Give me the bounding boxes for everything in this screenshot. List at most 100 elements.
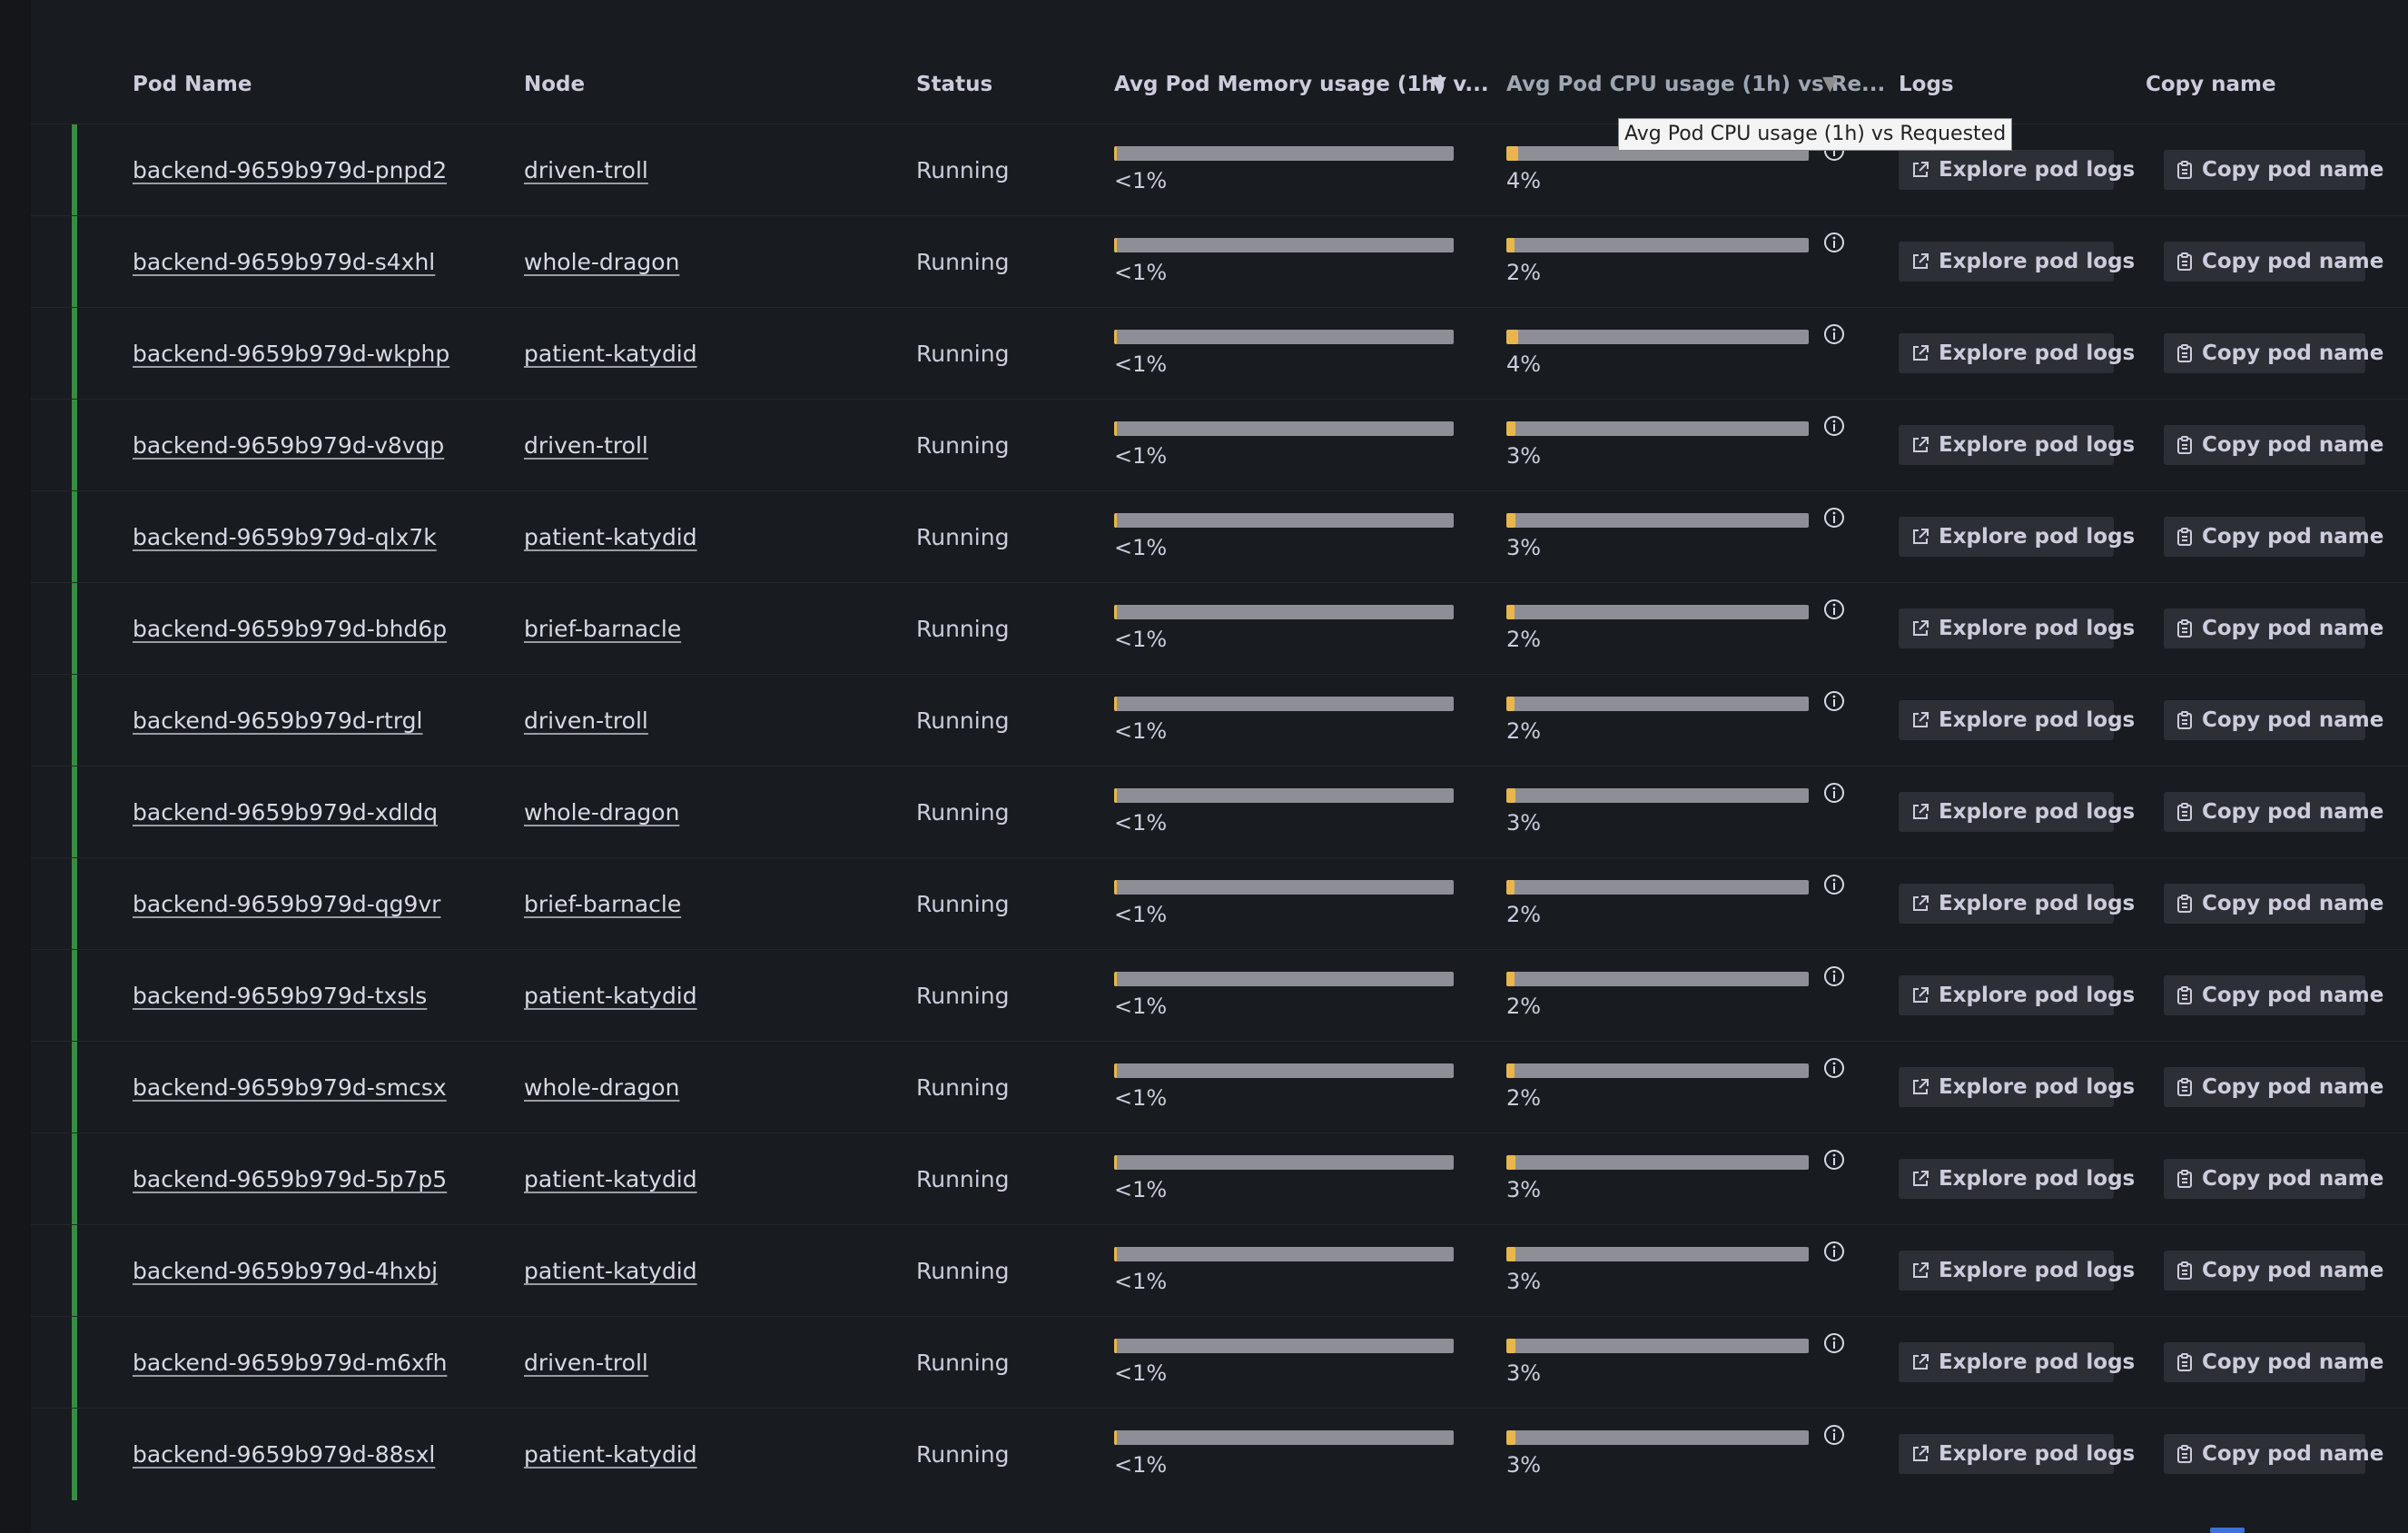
info-circle-icon[interactable] xyxy=(1823,415,1845,437)
row-status-accent xyxy=(72,675,77,766)
info-circle-icon[interactable] xyxy=(1823,782,1845,804)
copy-pod-name-button[interactable]: Copy pod name xyxy=(2164,884,2383,924)
column-header-logs[interactable]: Logs xyxy=(1899,73,1954,96)
copy-pod-name-button[interactable]: Copy pod name xyxy=(2164,1159,2383,1199)
memory-usage-value: <1% xyxy=(1114,1269,1168,1294)
copy-pod-name-button[interactable]: Copy pod name xyxy=(2164,1342,2383,1382)
column-header-copy-name[interactable]: Copy name xyxy=(2146,73,2276,96)
pod-name-link[interactable]: backend-9659b979d-v8vqp xyxy=(133,432,445,459)
memory-usage-fill xyxy=(1114,421,1117,436)
copy-pod-name-button[interactable]: Copy pod name xyxy=(2164,1434,2383,1474)
explore-pod-logs-button[interactable]: Explore pod logs xyxy=(1899,1342,2135,1382)
info-circle-icon[interactable] xyxy=(1823,323,1845,345)
explore-pod-logs-button[interactable]: Explore pod logs xyxy=(1899,884,2135,924)
copy-pod-name-button[interactable]: Copy pod name xyxy=(2164,425,2383,465)
side-strip xyxy=(0,0,31,1533)
pod-status: Running xyxy=(916,524,1010,550)
column-header-pod-name[interactable]: Pod Name xyxy=(133,73,252,96)
row-status-accent xyxy=(72,1042,77,1133)
memory-usage-value: <1% xyxy=(1114,627,1168,652)
explore-pod-logs-button[interactable]: Explore pod logs xyxy=(1899,425,2135,465)
pod-status: Running xyxy=(916,1441,1010,1468)
cpu-usage-bar xyxy=(1506,605,1809,619)
node-link[interactable]: whole-dragon xyxy=(524,1074,680,1101)
explore-pod-logs-button[interactable]: Explore pod logs xyxy=(1899,792,2135,832)
copy-pod-name-button[interactable]: Copy pod name xyxy=(2164,792,2383,832)
explore-pod-logs-button[interactable]: Explore pod logs xyxy=(1899,700,2135,740)
pod-name-link[interactable]: backend-9659b979d-qg9vr xyxy=(133,891,441,917)
explore-pod-logs-button[interactable]: Explore pod logs xyxy=(1899,975,2135,1015)
explore-pod-logs-button[interactable]: Explore pod logs xyxy=(1899,333,2135,373)
row-status-accent xyxy=(72,491,77,583)
column-header-status[interactable]: Status xyxy=(916,73,993,96)
pod-name-link[interactable]: backend-9659b979d-xdldq xyxy=(133,799,439,826)
explore-pod-logs-button[interactable]: Explore pod logs xyxy=(1899,1251,2135,1291)
column-header-memory[interactable]: Avg Pod Memory usage (1h) v... xyxy=(1114,73,1489,96)
info-circle-icon[interactable] xyxy=(1823,598,1845,620)
explore-pod-logs-button[interactable]: Explore pod logs xyxy=(1899,242,2135,282)
info-circle-icon[interactable] xyxy=(1823,232,1845,253)
info-circle-icon[interactable] xyxy=(1823,1057,1845,1079)
external-link-icon xyxy=(1911,344,1939,362)
node-link[interactable]: brief-barnacle xyxy=(524,891,682,917)
node-link[interactable]: patient-katydid xyxy=(524,524,697,550)
column-header-cpu[interactable]: Avg Pod CPU usage (1h) vs Re... xyxy=(1506,73,1886,96)
node-link[interactable]: driven-troll xyxy=(524,1350,648,1376)
info-circle-icon[interactable] xyxy=(1823,507,1845,529)
pod-name-link[interactable]: backend-9659b979d-qlx7k xyxy=(133,524,437,550)
copy-pod-name-button[interactable]: Copy pod name xyxy=(2164,517,2383,557)
node-link[interactable]: brief-barnacle xyxy=(524,616,682,642)
node-link[interactable]: patient-katydid xyxy=(524,1166,697,1192)
explore-pod-logs-button[interactable]: Explore pod logs xyxy=(1899,1434,2135,1474)
memory-usage-value: <1% xyxy=(1114,1360,1168,1386)
copy-pod-name-label: Copy pod name xyxy=(2202,708,2384,732)
explore-pod-logs-button[interactable]: Explore pod logs xyxy=(1899,150,2135,190)
info-circle-icon[interactable] xyxy=(1823,965,1845,987)
node-link[interactable]: patient-katydid xyxy=(524,983,697,1009)
pod-name-link[interactable]: backend-9659b979d-m6xfh xyxy=(133,1350,448,1376)
node-link[interactable]: patient-katydid xyxy=(524,1441,697,1468)
copy-pod-name-button[interactable]: Copy pod name xyxy=(2164,1067,2383,1107)
node-link[interactable]: driven-troll xyxy=(524,432,648,459)
pod-name-link[interactable]: backend-9659b979d-pnpd2 xyxy=(133,157,448,183)
explore-pod-logs-button[interactable]: Explore pod logs xyxy=(1899,608,2135,648)
pod-name-link[interactable]: backend-9659b979d-bhd6p xyxy=(133,616,448,642)
pod-name-link[interactable]: backend-9659b979d-4hxbj xyxy=(133,1258,439,1284)
pod-name-link[interactable]: backend-9659b979d-smcsx xyxy=(133,1074,447,1101)
node-link[interactable]: driven-troll xyxy=(524,707,648,734)
copy-pod-name-label: Copy pod name xyxy=(2202,984,2384,1007)
copy-pod-name-button[interactable]: Copy pod name xyxy=(2164,700,2383,740)
info-circle-icon[interactable] xyxy=(1823,690,1845,712)
pod-status: Running xyxy=(916,157,1010,183)
explore-pod-logs-button[interactable]: Explore pod logs xyxy=(1899,517,2135,557)
pagination-indicator[interactable] xyxy=(2210,1528,2245,1533)
node-link[interactable]: patient-katydid xyxy=(524,341,697,367)
pod-name-link[interactable]: backend-9659b979d-5p7p5 xyxy=(133,1166,448,1192)
copy-pod-name-button[interactable]: Copy pod name xyxy=(2164,333,2383,373)
node-link[interactable]: patient-katydid xyxy=(524,1258,697,1284)
sort-desc-icon[interactable]: ▼ xyxy=(1822,73,1838,95)
sort-desc-icon[interactable]: ▼ xyxy=(1431,73,1446,95)
info-circle-icon[interactable] xyxy=(1823,1241,1845,1262)
column-header-node[interactable]: Node xyxy=(524,73,586,96)
node-link[interactable]: driven-troll xyxy=(524,157,648,183)
info-circle-icon[interactable] xyxy=(1823,874,1845,895)
info-circle-icon[interactable] xyxy=(1823,1424,1845,1446)
node-link[interactable]: whole-dragon xyxy=(524,799,680,826)
pod-name-link[interactable]: backend-9659b979d-rtrgl xyxy=(133,707,423,734)
copy-pod-name-button[interactable]: Copy pod name xyxy=(2164,1251,2383,1291)
copy-pod-name-button[interactable]: Copy pod name xyxy=(2164,608,2383,648)
copy-pod-name-button[interactable]: Copy pod name xyxy=(2164,242,2383,282)
info-circle-icon[interactable] xyxy=(1823,1332,1845,1354)
explore-pod-logs-button[interactable]: Explore pod logs xyxy=(1899,1067,2135,1107)
explore-pod-logs-button[interactable]: Explore pod logs xyxy=(1899,1159,2135,1199)
pod-name-link[interactable]: backend-9659b979d-s4xhl xyxy=(133,249,436,275)
copy-pod-name-button[interactable]: Copy pod name xyxy=(2164,975,2383,1015)
pod-name-link[interactable]: backend-9659b979d-88sxl xyxy=(133,1441,436,1468)
pod-name-link[interactable]: backend-9659b979d-wkphp xyxy=(133,341,450,367)
node-link[interactable]: whole-dragon xyxy=(524,249,680,275)
info-circle-icon[interactable] xyxy=(1823,1149,1845,1171)
copy-pod-name-button[interactable]: Copy pod name xyxy=(2164,150,2383,190)
pod-name-link[interactable]: backend-9659b979d-txsls xyxy=(133,983,428,1009)
memory-usage-bar xyxy=(1114,697,1454,711)
